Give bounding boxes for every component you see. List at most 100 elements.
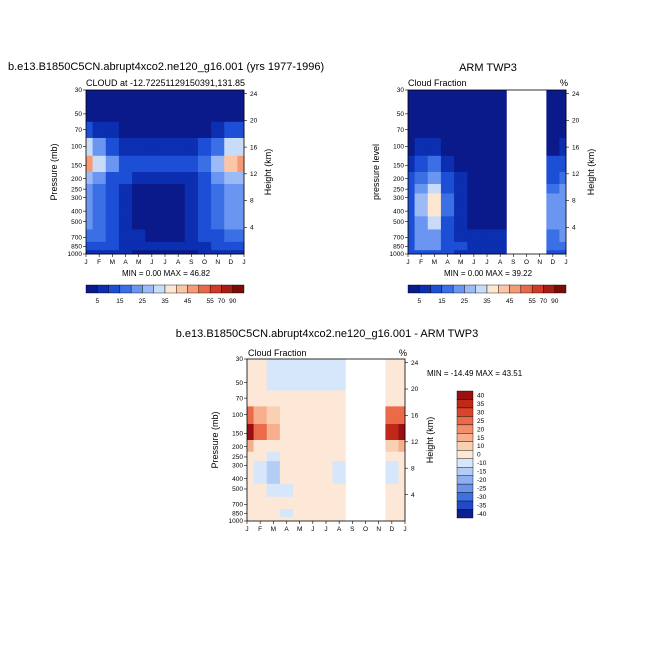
colorbar-swatch: [456, 467, 474, 476]
heatmap-cell: [224, 155, 238, 173]
heatmap-cell: [197, 101, 212, 123]
heatmap-cell: [454, 183, 468, 194]
heatmap-cell: [132, 137, 146, 157]
y-tick-label: 50: [75, 111, 83, 118]
panel3-minmax: MIN = -14.49 MAX = 43.51: [427, 369, 523, 378]
heatmap-cell: [118, 137, 133, 157]
heatmap-cell: [158, 155, 172, 173]
x-tick-label: N: [376, 526, 381, 533]
heatmap-cell: [546, 121, 560, 139]
heatmap-cell: [559, 229, 567, 243]
heatmap-cell: [427, 101, 442, 123]
heatmap-cell: [480, 250, 494, 255]
heatmap-cell: [332, 423, 347, 441]
heatmap-cell: [385, 440, 399, 453]
x-tick-label: N: [537, 259, 542, 266]
x-tick-label: S: [350, 526, 355, 533]
heatmap-cell: [506, 229, 521, 243]
x-tick-label: J: [406, 259, 409, 266]
y-tick-label: 400: [71, 208, 82, 215]
colorbar-label: 45: [506, 298, 514, 305]
heatmap-cell: [398, 483, 406, 498]
heatmap-cell: [224, 183, 238, 194]
heatmap-cell: [385, 517, 399, 522]
colorbar-label: 35: [161, 298, 169, 305]
heatmap-cell: [279, 483, 294, 498]
heatmap-cell: [345, 406, 360, 425]
colorbar-label: -35: [477, 503, 487, 510]
x-tick-label: J: [403, 526, 406, 533]
heatmap-cell: [506, 172, 521, 185]
heatmap-cell: [414, 216, 429, 230]
heatmap-cell: [145, 204, 159, 217]
colorbar-label: 90: [229, 298, 237, 305]
heatmap-cell: [184, 155, 199, 173]
colorbar-swatch: [419, 284, 431, 294]
heatmap-cell: [224, 121, 238, 139]
heatmap-cell: [145, 155, 159, 173]
y-tick-label: 70: [397, 127, 405, 134]
heatmap-cell: [86, 216, 93, 230]
x-tick-label: F: [419, 259, 423, 266]
heatmap-cell: [247, 370, 254, 391]
heatmap-cell: [253, 440, 268, 453]
heatmap-cell: [158, 250, 172, 255]
heatmap-cell: [546, 229, 560, 243]
heatmap-cell: [105, 90, 120, 103]
panel-model-cloud: b.e13.B1850C5CN.abrupt4xco2.ne120_g16.00…: [8, 61, 324, 278]
x-tick-label: D: [228, 259, 233, 266]
heatmap-cell: [247, 496, 254, 510]
heatmap-cell: [266, 496, 281, 510]
heatmap-cell: [247, 451, 254, 462]
colorbar-swatch: [464, 284, 476, 294]
height-tick-label: 12: [411, 439, 419, 446]
heatmap-cell: [306, 517, 320, 522]
heatmap-cell: [293, 406, 307, 425]
heatmap-cell: [145, 241, 159, 251]
heatmap-cell: [158, 204, 172, 217]
heatmap-cell: [237, 216, 245, 230]
heatmap-cell: [546, 172, 560, 185]
heatmap-cell: [427, 229, 442, 243]
x-tick-label: J: [245, 526, 248, 533]
colorbar-swatch: [456, 441, 474, 451]
heatmap-cell: [184, 172, 199, 185]
heatmap-cell: [306, 451, 320, 462]
heatmap-cell: [197, 183, 212, 194]
heatmap-cell: [237, 250, 245, 255]
heatmap-cell: [385, 483, 399, 498]
heatmap-cell: [345, 451, 360, 462]
heatmap-cell: [293, 496, 307, 510]
heatmap-cell: [118, 90, 133, 103]
heatmap-cell: [493, 183, 508, 194]
heatmap-cell: [279, 359, 294, 372]
heatmap-cell: [158, 229, 172, 243]
heatmap-cell: [266, 406, 281, 425]
colorbar-swatch: [456, 416, 474, 426]
heatmap-cell: [171, 204, 186, 217]
heatmap-cell: [414, 121, 429, 139]
heatmap-cell: [279, 517, 294, 522]
heatmap-cell: [319, 496, 333, 510]
heatmap-cell: [493, 155, 508, 173]
heatmap-cell: [197, 172, 212, 185]
height-tick-label: 16: [250, 144, 258, 151]
heatmap-cell: [279, 451, 294, 462]
heatmap-cell: [279, 509, 294, 518]
panel1-title: b.e13.B1850C5CN.abrupt4xco2.ne120_g16.00…: [8, 61, 324, 73]
heatmap-cell: [237, 90, 245, 103]
heatmap-cell: [86, 250, 93, 255]
colorbar-swatch: [187, 284, 200, 294]
heatmap-cell: [86, 241, 93, 251]
heatmap-cell: [480, 241, 494, 251]
heatmap-cell: [158, 241, 172, 251]
heatmap-cell: [506, 241, 521, 251]
colorbar-label: 25: [477, 418, 485, 425]
heatmap-cell: [224, 137, 238, 157]
heatmap-cell: [266, 517, 281, 522]
heatmap-cell: [145, 172, 159, 185]
heatmap-cell: [454, 250, 468, 255]
heatmap-cell: [506, 121, 521, 139]
panel1-ylabel-right: Height (km): [263, 149, 273, 196]
heatmap-cell: [237, 204, 245, 217]
